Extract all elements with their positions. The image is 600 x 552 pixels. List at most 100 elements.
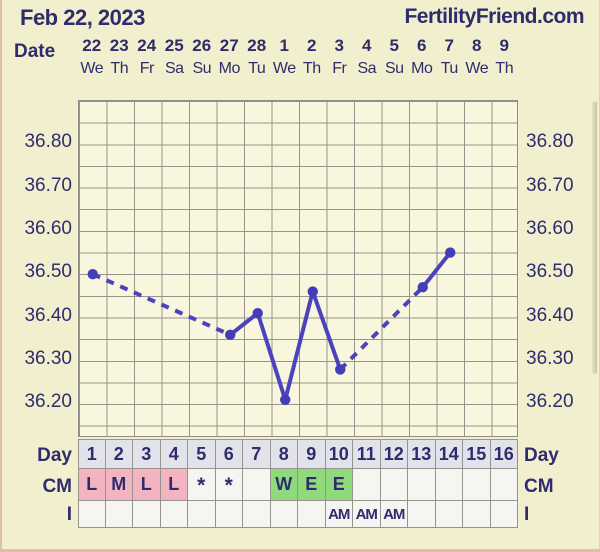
temp-axis-label-right: 36.50 [526,261,574,283]
scrollbar-thumb[interactable] [592,102,597,374]
temp-axis-label-left: 36.50 [24,261,72,283]
weekday-tick: Su [384,60,404,77]
date-axis-label: Date [14,41,56,62]
i-cell-6 [215,500,243,528]
cm-row-label-left: CM [42,476,72,497]
temp-axis-label-right: 36.30 [526,347,574,369]
weekday-tick: We [465,60,489,77]
date-tick: 4 [362,36,372,55]
temp-axis-label-left: 36.70 [24,174,72,196]
cm-cell-6: * [215,468,243,500]
temp-segment [338,285,425,371]
i-cell-11: AM [353,500,381,528]
temp-axis-label-right: 36.70 [526,174,574,196]
temp-segment [283,291,315,401]
i-cell-3 [133,500,161,528]
date-tick: 25 [164,36,184,55]
cm-cell-12 [380,468,408,500]
temp-axis-label-left: 36.80 [24,131,72,153]
temp-segment [229,311,259,337]
cm-cell-4: L [160,468,188,500]
i-row-label-right: I [524,504,530,525]
cm-cell-15 [463,468,491,500]
temp-axis-label-left: 36.20 [24,391,72,413]
cm-cell-7 [243,468,271,500]
cm-cell-10: E [325,468,353,500]
date-tick: 23 [109,36,129,55]
cm-row-label-right: CM [524,476,554,497]
day-cell-4: 4 [160,439,188,468]
date-tick: 24 [137,36,157,55]
i-cell-13 [408,500,436,528]
temp-axis-label-left: 36.30 [24,347,72,369]
temp-axis-label-left: 36.60 [24,217,72,239]
temp-point-day-1 [87,269,98,280]
day-cell-7: 7 [243,439,271,468]
weekday-tick: Sa [357,60,377,77]
weekday-tick: Tu [440,60,459,77]
day-row-label-right: Day [524,445,559,466]
date-tick: 3 [334,36,344,55]
temp-point-day-13 [417,281,428,293]
temp-point-day-6 [225,329,236,341]
i-cell-1 [78,500,106,528]
temp-point-day-10 [335,364,346,375]
temperature-plot [78,100,518,437]
temp-axis-label-right: 36.80 [526,131,574,153]
i-cell-10: AM [325,500,353,528]
i-cell-12: AM [380,500,408,528]
date-tick: 22 [82,36,102,55]
day-cell-3: 3 [133,439,161,468]
date-tick: 7 [444,36,454,55]
day-cell-8: 8 [270,439,298,468]
temp-segment [255,312,288,401]
cm-cell-16 [490,468,518,500]
temp-point-day-14 [445,247,456,258]
temp-axis-label-left: 36.40 [24,304,72,326]
day-cell-14: 14 [435,439,463,468]
weekday-tick: Mo [218,60,241,77]
i-cell-16 [490,500,518,528]
temp-segment [91,272,232,337]
weekday-tick: Tu [248,60,266,77]
day-cell-10: 10 [325,439,353,468]
date-tick: 27 [219,36,239,55]
cm-cell-14 [435,468,463,500]
weekday-tick: Th [495,60,514,77]
weekday-tick: We [272,60,296,77]
temp-point-day-8 [280,394,291,405]
day-cell-15: 15 [463,439,491,468]
day-cell-1: 1 [78,439,106,468]
temp-segment [421,251,452,289]
day-cell-2: 2 [105,439,133,468]
i-cell-2 [105,500,133,528]
day-row-label-left: Day [37,445,72,466]
weekday-tick: Fr [139,60,155,77]
day-cell-9: 9 [298,439,326,468]
weekday-tick: Th [110,60,129,77]
i-cell-15 [463,500,491,528]
i-cell-4 [160,500,188,528]
day-number-row: 1 2 3 4 5 6 7 8 9 10 11 12 13 14 15 16 [78,439,518,468]
temp-point-day-7 [252,307,263,319]
day-cell-11: 11 [353,439,381,468]
date-tick: 26 [192,36,212,55]
day-cell-16: 16 [490,439,518,468]
weekday-tick: Mo [411,60,433,77]
i-cell-7 [243,500,271,528]
cm-cell-13 [408,468,436,500]
weekday-tick: Sa [164,60,184,77]
cm-cell-9: E [298,468,326,500]
cm-cell-8: W [270,468,298,500]
day-cell-5: 5 [188,439,216,468]
temp-point-day-9 [307,286,318,297]
temp-axis-label-right: 36.40 [526,304,574,326]
cm-cell-5: * [188,468,216,500]
date-tick: 5 [389,36,399,55]
i-cell-9 [298,500,326,528]
weekday-tick: Fr [332,60,347,77]
day-cell-13: 13 [408,439,436,468]
cm-cell-11 [353,468,381,500]
cervical-mucus-row: L M L L * * W E E [78,468,518,500]
